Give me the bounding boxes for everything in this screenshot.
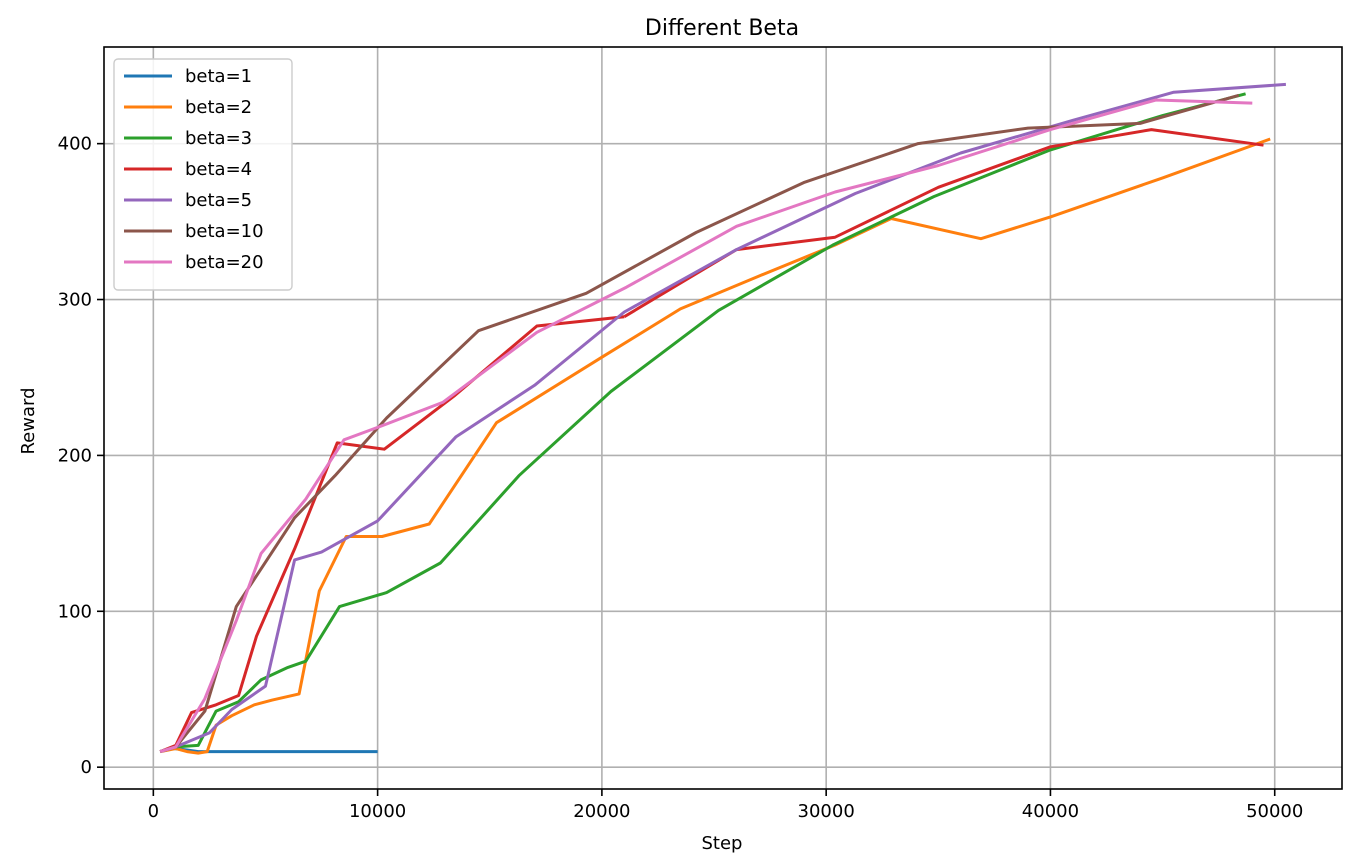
x-tick-label: 40000 (1022, 801, 1079, 822)
series-line-beta-5 (159, 82, 1287, 754)
series-line-beta-20 (159, 98, 1253, 754)
x-tick-label: 30000 (798, 801, 855, 822)
x-axis-label: Step (702, 833, 743, 854)
legend-label: beta=2 (185, 97, 252, 118)
series-lines (159, 82, 1287, 755)
x-tick-label: 10000 (349, 801, 406, 822)
legend-label: beta=20 (185, 252, 264, 273)
y-tick-label: 100 (58, 601, 92, 622)
y-tick-label: 400 (58, 134, 92, 155)
series-line-beta-3 (159, 92, 1246, 754)
chart-title: Different Beta (645, 16, 799, 41)
x-tick-label: 20000 (573, 801, 630, 822)
legend-label: beta=10 (185, 221, 264, 242)
grid (104, 47, 1342, 789)
legend-label: beta=5 (185, 190, 252, 211)
x-tick-label: 0 (148, 801, 159, 822)
legend: beta=1 beta=2 beta=3 beta=4 beta=5 beta=10 bet… (113, 58, 293, 291)
series-line-beta-2 (159, 137, 1271, 755)
y-tick-label: 300 (58, 290, 92, 311)
legend-label: beta=4 (185, 159, 252, 180)
y-axis-label: Reward (18, 387, 39, 454)
axes: 0 10000 20000 30000 40000 50000 0 100 200 300 400 (58, 46, 1343, 822)
legend-label: beta=3 (185, 128, 252, 149)
y-tick-label: 0 (81, 757, 92, 778)
x-tick-label: 50000 (1246, 801, 1303, 822)
plot-frame (103, 46, 1343, 790)
y-tick-label: 200 (58, 445, 92, 466)
legend-label: beta=1 (185, 66, 252, 87)
